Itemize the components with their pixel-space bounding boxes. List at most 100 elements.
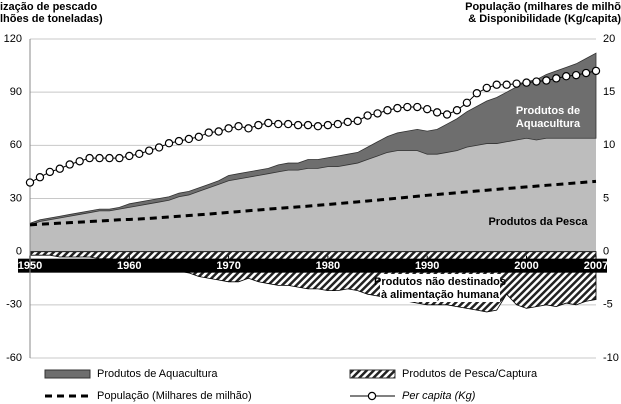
legend-swatch	[44, 369, 91, 379]
marker	[571, 70, 581, 80]
y-tick-label: 0	[16, 246, 22, 258]
marker	[55, 164, 64, 173]
marker	[333, 119, 343, 129]
marker	[502, 80, 511, 89]
marker	[512, 79, 521, 88]
marker	[65, 160, 74, 169]
legend-label: Per capita (Kg)	[402, 390, 476, 402]
marker	[403, 102, 412, 112]
annotation: à alimentação humana	[381, 289, 500, 301]
x-tick-label: 2000	[514, 260, 538, 272]
x-tick-label: 1980	[316, 260, 340, 272]
marker	[393, 103, 402, 113]
marker	[532, 77, 541, 86]
marker	[562, 72, 571, 81]
marker	[542, 76, 551, 85]
marker	[204, 128, 213, 137]
marker	[45, 167, 55, 177]
marker	[422, 104, 432, 114]
marker	[522, 78, 531, 87]
y2-tick-label: 10	[603, 139, 615, 151]
annotation: Produtos não destinados	[374, 276, 506, 288]
legend-item: Produtos de Pesca/Captura	[349, 368, 538, 380]
legend-label: População (Milhares de milhão)	[97, 390, 252, 402]
stacked-area	[29, 52, 597, 226]
marker	[452, 106, 462, 115]
y2-axis-title: População (milhares de milhõ	[465, 1, 621, 13]
marker	[482, 83, 491, 93]
x-tick-label: 2007	[584, 260, 608, 272]
marker	[363, 111, 372, 120]
marker	[274, 119, 283, 129]
y-tick-label: 120	[4, 33, 22, 45]
annotation: Aquacultura	[516, 118, 581, 130]
marker	[353, 116, 362, 126]
marker	[413, 102, 422, 112]
marker	[264, 118, 273, 128]
marker	[293, 120, 303, 130]
y2-tick-label: -5	[603, 299, 613, 311]
y2-tick-label: 0	[603, 246, 609, 258]
y2-tick-label: -10	[603, 352, 619, 364]
marker	[383, 106, 392, 115]
annotation: Produtos de	[516, 105, 580, 117]
y-axis-title: lhões de toneladas)	[0, 13, 103, 25]
x-axis-band	[18, 258, 607, 273]
marker	[144, 146, 154, 155]
marker	[313, 121, 323, 131]
y2-tick-label: 20	[603, 33, 615, 45]
marker	[492, 80, 501, 89]
annotation-box	[380, 274, 500, 302]
y-axis-title: ização de pescado	[0, 1, 97, 13]
marker	[174, 136, 184, 146]
marker	[442, 110, 452, 119]
x-tick-label: 1960	[117, 260, 141, 272]
y2-tick-label: 5	[603, 192, 609, 204]
marker	[303, 120, 313, 130]
marker	[95, 153, 104, 163]
y2-tick-label: 15	[603, 86, 615, 98]
x-tick-label: 1970	[216, 260, 240, 272]
legend-item: Per capita (Kg)	[350, 390, 476, 402]
marker	[125, 151, 134, 161]
marker	[581, 68, 591, 78]
x-tick-label: 1950	[18, 260, 42, 272]
marker	[373, 109, 382, 118]
marker	[472, 89, 482, 98]
legend-label: Produtos de Aquacultura	[97, 368, 218, 380]
y-tick-label: -30	[6, 299, 22, 311]
marker	[432, 108, 442, 117]
legend-label: Produtos de Pesca/Captura	[402, 368, 538, 380]
y-tick-label: 30	[10, 192, 22, 204]
legend-swatch	[367, 391, 377, 401]
marker	[214, 127, 223, 136]
marker	[85, 153, 94, 163]
legend-swatch	[349, 369, 396, 379]
y2-axis-title: & Disponibilidade (Kg/capita)	[468, 13, 621, 25]
legend-item: População (Milhares de milhão)	[45, 390, 252, 402]
marker	[462, 98, 472, 108]
marker	[552, 74, 561, 83]
marker	[254, 120, 263, 130]
marker	[283, 119, 293, 129]
x-tick-label: 1990	[415, 260, 439, 272]
marker	[105, 153, 114, 163]
y-tick-label: 90	[10, 86, 22, 98]
marker	[115, 153, 124, 163]
y-tick-label: 60	[10, 139, 22, 151]
marker	[135, 149, 144, 159]
marker	[154, 143, 164, 152]
y-tick-label: -60	[6, 352, 22, 364]
marker	[224, 124, 233, 133]
marker	[591, 66, 601, 76]
marker	[35, 173, 45, 182]
marker	[25, 178, 35, 187]
marker	[343, 117, 352, 127]
marker	[164, 139, 174, 148]
legend-item: Produtos de Aquacultura	[44, 368, 218, 380]
marker	[234, 121, 243, 131]
marker	[244, 124, 253, 133]
population-line	[29, 179, 597, 227]
area	[30, 138, 596, 252]
